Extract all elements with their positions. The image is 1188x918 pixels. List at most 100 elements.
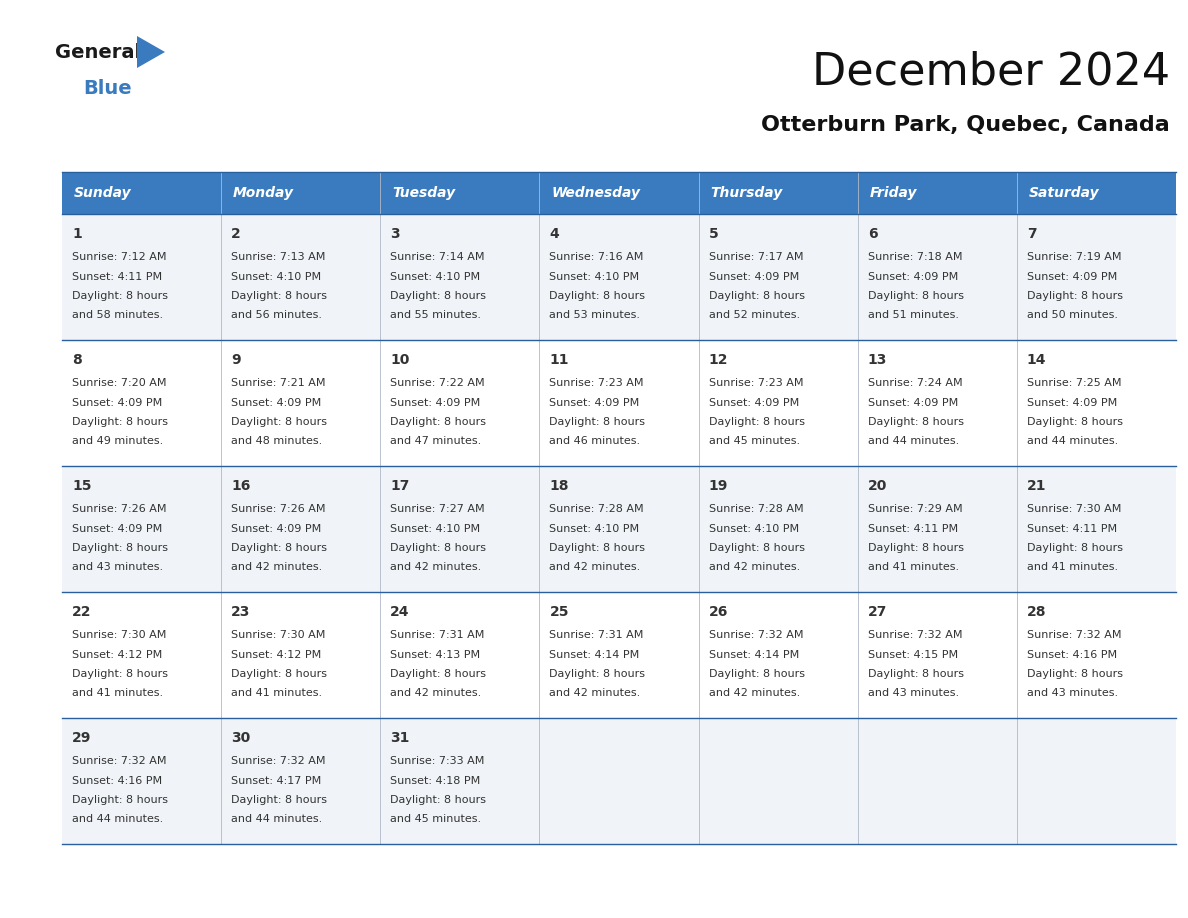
- Text: Sunrise: 7:33 AM: Sunrise: 7:33 AM: [391, 756, 485, 766]
- Text: 24: 24: [391, 605, 410, 619]
- Text: Daylight: 8 hours: Daylight: 8 hours: [72, 795, 168, 805]
- Text: Sunrise: 7:23 AM: Sunrise: 7:23 AM: [708, 378, 803, 388]
- Text: and 42 minutes.: and 42 minutes.: [549, 688, 640, 699]
- Text: and 44 minutes.: and 44 minutes.: [1026, 436, 1118, 446]
- Text: and 42 minutes.: and 42 minutes.: [708, 688, 800, 699]
- Text: and 41 minutes.: and 41 minutes.: [72, 688, 163, 699]
- Text: Sunset: 4:14 PM: Sunset: 4:14 PM: [708, 650, 798, 659]
- Text: Sunrise: 7:17 AM: Sunrise: 7:17 AM: [708, 252, 803, 262]
- Text: Sunrise: 7:26 AM: Sunrise: 7:26 AM: [232, 504, 326, 514]
- Text: Sunrise: 7:19 AM: Sunrise: 7:19 AM: [1026, 252, 1121, 262]
- Text: 1: 1: [72, 227, 82, 241]
- Text: Sunset: 4:09 PM: Sunset: 4:09 PM: [549, 397, 639, 408]
- Text: and 58 minutes.: and 58 minutes.: [72, 310, 163, 320]
- Text: 4: 4: [549, 227, 560, 241]
- Text: Sunrise: 7:30 AM: Sunrise: 7:30 AM: [232, 630, 326, 640]
- Text: Sunrise: 7:22 AM: Sunrise: 7:22 AM: [391, 378, 485, 388]
- Text: and 56 minutes.: and 56 minutes.: [232, 310, 322, 320]
- Text: Sunrise: 7:31 AM: Sunrise: 7:31 AM: [549, 630, 644, 640]
- Text: Sunset: 4:10 PM: Sunset: 4:10 PM: [391, 272, 480, 282]
- Text: Sunset: 4:10 PM: Sunset: 4:10 PM: [549, 272, 639, 282]
- Bar: [62, 718, 1176, 844]
- Text: and 52 minutes.: and 52 minutes.: [708, 310, 800, 320]
- Bar: [62, 214, 1176, 340]
- Text: and 43 minutes.: and 43 minutes.: [867, 688, 959, 699]
- Text: Daylight: 8 hours: Daylight: 8 hours: [232, 669, 327, 679]
- Text: General: General: [55, 42, 141, 62]
- Text: Daylight: 8 hours: Daylight: 8 hours: [391, 291, 486, 301]
- Text: Daylight: 8 hours: Daylight: 8 hours: [867, 669, 963, 679]
- Text: Sunrise: 7:27 AM: Sunrise: 7:27 AM: [391, 504, 485, 514]
- Text: 13: 13: [867, 353, 887, 367]
- Text: Sunrise: 7:14 AM: Sunrise: 7:14 AM: [391, 252, 485, 262]
- Text: Sunset: 4:10 PM: Sunset: 4:10 PM: [708, 523, 798, 533]
- Text: Daylight: 8 hours: Daylight: 8 hours: [708, 669, 804, 679]
- Text: Sunset: 4:10 PM: Sunset: 4:10 PM: [391, 523, 480, 533]
- Text: 14: 14: [1026, 353, 1047, 367]
- Text: Sunrise: 7:32 AM: Sunrise: 7:32 AM: [1026, 630, 1121, 640]
- Text: Sunrise: 7:13 AM: Sunrise: 7:13 AM: [232, 252, 326, 262]
- Text: Monday: Monday: [233, 186, 295, 200]
- Text: 20: 20: [867, 479, 887, 493]
- Text: Sunrise: 7:29 AM: Sunrise: 7:29 AM: [867, 504, 962, 514]
- Text: Daylight: 8 hours: Daylight: 8 hours: [1026, 291, 1123, 301]
- Text: 30: 30: [232, 731, 251, 745]
- Text: Saturday: Saturday: [1029, 186, 1099, 200]
- Text: and 49 minutes.: and 49 minutes.: [72, 436, 163, 446]
- Text: Sunset: 4:13 PM: Sunset: 4:13 PM: [391, 650, 480, 659]
- Text: Sunset: 4:14 PM: Sunset: 4:14 PM: [549, 650, 639, 659]
- Text: and 45 minutes.: and 45 minutes.: [708, 436, 800, 446]
- Text: Sunrise: 7:23 AM: Sunrise: 7:23 AM: [549, 378, 644, 388]
- Text: Daylight: 8 hours: Daylight: 8 hours: [708, 417, 804, 427]
- Text: Sunset: 4:12 PM: Sunset: 4:12 PM: [232, 650, 322, 659]
- Text: and 44 minutes.: and 44 minutes.: [72, 814, 163, 824]
- Text: and 44 minutes.: and 44 minutes.: [867, 436, 959, 446]
- Text: and 51 minutes.: and 51 minutes.: [867, 310, 959, 320]
- Text: Daylight: 8 hours: Daylight: 8 hours: [1026, 669, 1123, 679]
- Text: Daylight: 8 hours: Daylight: 8 hours: [867, 417, 963, 427]
- Text: and 43 minutes.: and 43 minutes.: [1026, 688, 1118, 699]
- Text: and 42 minutes.: and 42 minutes.: [232, 563, 322, 573]
- Text: Sunset: 4:12 PM: Sunset: 4:12 PM: [72, 650, 163, 659]
- Text: 12: 12: [708, 353, 728, 367]
- Text: Daylight: 8 hours: Daylight: 8 hours: [1026, 543, 1123, 553]
- Text: and 55 minutes.: and 55 minutes.: [391, 310, 481, 320]
- Text: Daylight: 8 hours: Daylight: 8 hours: [72, 669, 168, 679]
- Bar: [62, 340, 1176, 466]
- Text: Sunrise: 7:18 AM: Sunrise: 7:18 AM: [867, 252, 962, 262]
- Text: 22: 22: [72, 605, 91, 619]
- Text: 23: 23: [232, 605, 251, 619]
- Text: 25: 25: [549, 605, 569, 619]
- Text: and 48 minutes.: and 48 minutes.: [232, 436, 322, 446]
- Text: Daylight: 8 hours: Daylight: 8 hours: [232, 417, 327, 427]
- Text: and 42 minutes.: and 42 minutes.: [549, 563, 640, 573]
- Text: Blue: Blue: [83, 79, 132, 97]
- Text: Daylight: 8 hours: Daylight: 8 hours: [708, 291, 804, 301]
- Text: Daylight: 8 hours: Daylight: 8 hours: [549, 543, 645, 553]
- Text: 15: 15: [72, 479, 91, 493]
- Text: 19: 19: [708, 479, 728, 493]
- Text: Sunset: 4:09 PM: Sunset: 4:09 PM: [232, 397, 322, 408]
- Text: and 47 minutes.: and 47 minutes.: [391, 436, 481, 446]
- Text: 27: 27: [867, 605, 887, 619]
- Text: Tuesday: Tuesday: [392, 186, 455, 200]
- Text: 3: 3: [391, 227, 400, 241]
- Text: Sunset: 4:09 PM: Sunset: 4:09 PM: [1026, 272, 1117, 282]
- Text: Sunset: 4:11 PM: Sunset: 4:11 PM: [867, 523, 958, 533]
- Text: Daylight: 8 hours: Daylight: 8 hours: [391, 417, 486, 427]
- Text: Sunset: 4:17 PM: Sunset: 4:17 PM: [232, 776, 322, 786]
- Text: Thursday: Thursday: [710, 186, 783, 200]
- Text: 18: 18: [549, 479, 569, 493]
- Text: and 44 minutes.: and 44 minutes.: [232, 814, 322, 824]
- Text: Sunrise: 7:30 AM: Sunrise: 7:30 AM: [1026, 504, 1121, 514]
- Bar: [62, 592, 1176, 718]
- Text: Daylight: 8 hours: Daylight: 8 hours: [549, 291, 645, 301]
- Text: Daylight: 8 hours: Daylight: 8 hours: [232, 291, 327, 301]
- Text: 26: 26: [708, 605, 728, 619]
- Text: Sunday: Sunday: [74, 186, 132, 200]
- Text: 8: 8: [72, 353, 82, 367]
- Text: 31: 31: [391, 731, 410, 745]
- Text: 2: 2: [232, 227, 241, 241]
- Text: Sunrise: 7:12 AM: Sunrise: 7:12 AM: [72, 252, 166, 262]
- Text: Sunrise: 7:32 AM: Sunrise: 7:32 AM: [232, 756, 326, 766]
